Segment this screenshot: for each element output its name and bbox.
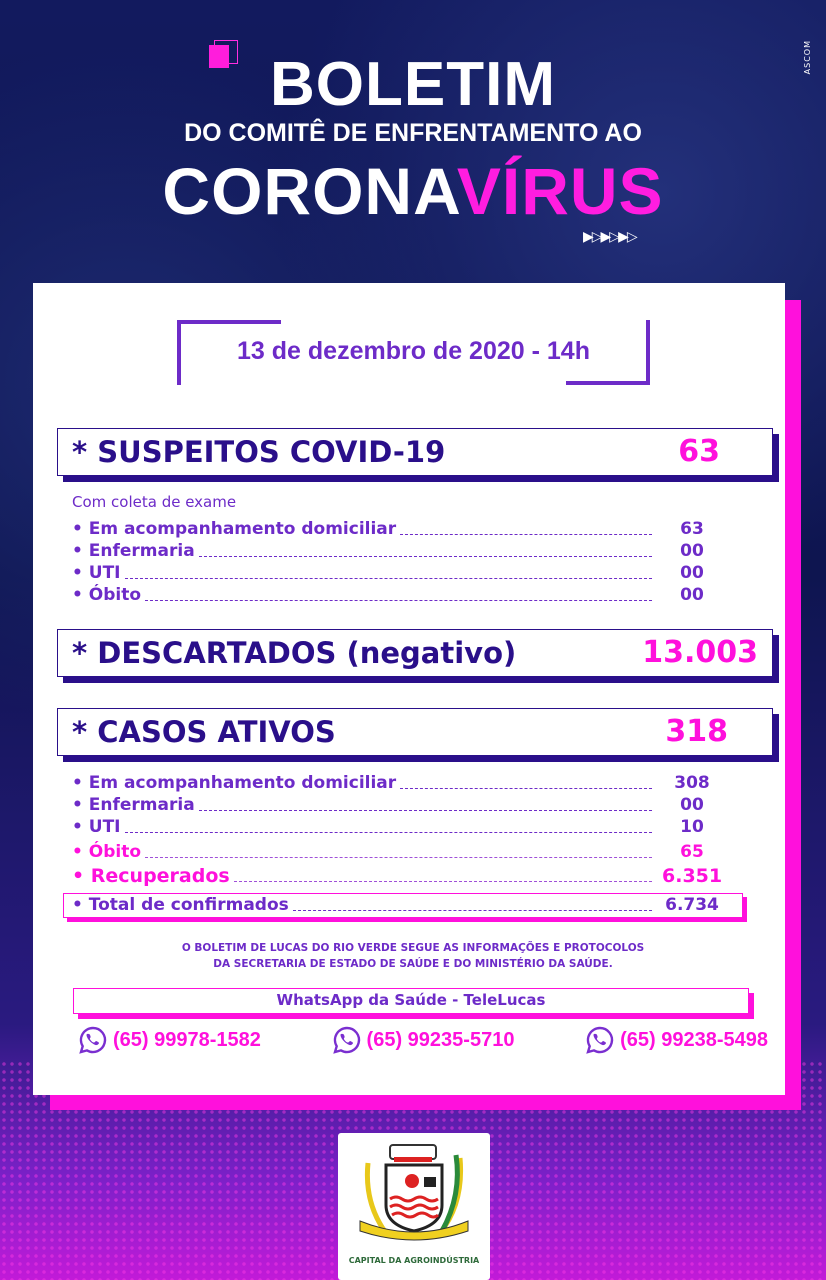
list-item: • Em acompanhamento domiciliar 308 (72, 772, 722, 794)
phone-number: (65) 99978-1582 (113, 1029, 261, 1051)
row-label: • Óbito (72, 585, 142, 605)
row-label: • UTI (72, 817, 121, 837)
section-value: 13.003 (642, 635, 758, 670)
row-label: • Em acompanhamento domiciliar (72, 519, 397, 539)
list-item: • Em acompanhamento domiciliar 63 (72, 518, 722, 540)
list-item: • Recuperados 6.351 (72, 865, 722, 887)
title-coronavirus: CORONAVÍRUS (0, 156, 826, 226)
row-label: • Enfermaria (72, 541, 195, 561)
total-box (63, 893, 743, 918)
whatsapp-icon (332, 1026, 360, 1054)
phone-number: (65) 99235-5710 (366, 1029, 515, 1051)
row-value: 65 (680, 842, 704, 862)
row-value: 00 (680, 795, 704, 815)
decor-square-filled (209, 45, 229, 68)
note-line: O BOLETIM DE LUCAS DO RIO VERDE SEGUE AS… (181, 942, 645, 954)
row-value: 6.734 (665, 895, 719, 915)
list-item-total: • Total de confirmados 6.734 (72, 894, 722, 916)
subtitle-coleta: Com coleta de exame (72, 493, 237, 511)
row-label: • Em acompanhamento domiciliar (72, 773, 397, 793)
list-item: • Óbito 00 (72, 584, 722, 606)
note-line: DA SECRETARIA DE ESTADO DE SAÚDE E DO MI… (213, 958, 613, 970)
date-box: 13 de dezembro de 2020 - 14h (177, 320, 650, 385)
phone-item[interactable]: (65) 99978-1582 (78, 1025, 261, 1055)
list-item: • Enfermaria 00 (72, 794, 722, 816)
subtitle: DO COMITÊ DE ENFRENTAMENTO AO (184, 119, 642, 147)
row-label: • Óbito (72, 842, 142, 862)
date-text: 13 de dezembro de 2020 - 14h (237, 337, 590, 365)
section-label: * CASOS ATIVOS (72, 715, 336, 749)
section-value: 318 (665, 714, 728, 749)
title-corona: CORONA (162, 154, 457, 228)
city-logo: CAPITAL DA AGROINDÚSTRIA (338, 1133, 490, 1280)
whatsapp-icon (79, 1026, 107, 1054)
list-item: • UTI 00 (72, 562, 722, 584)
row-label: • UTI (72, 563, 121, 583)
coat-of-arms-icon (359, 1144, 469, 1241)
phone-item[interactable]: (65) 99235-5710 (332, 1025, 515, 1055)
row-value: 00 (680, 585, 704, 605)
row-value: 6.351 (662, 865, 723, 887)
section-suspeitos: * SUSPEITOS COVID-19 63 (57, 428, 773, 476)
list-item: • Óbito 65 (72, 841, 722, 863)
logo-tagline: CAPITAL DA AGROINDÚSTRIA (348, 1256, 480, 1265)
note: O BOLETIM DE LUCAS DO RIO VERDE SEGUE AS… (0, 940, 826, 972)
whatsapp-icon (586, 1026, 614, 1054)
row-label: • Enfermaria (72, 795, 195, 815)
section-label: * DESCARTADOS (negativo) (72, 636, 517, 670)
phone-item[interactable]: (65) 99238-5498 (585, 1025, 768, 1055)
row-value: 10 (680, 817, 704, 837)
list-item: • UTI 10 (72, 816, 722, 838)
row-value: 00 (680, 541, 704, 561)
whatsapp-title: WhatsApp da Saúde - TeleLucas (73, 988, 749, 1014)
title-virus: VÍRUS (456, 154, 664, 228)
title: BOLETIM (270, 50, 556, 119)
section-descartados: * DESCARTADOS (negativo) 13.003 (57, 629, 773, 677)
phone-list: (65) 99978-1582 (65) 99235-5710 (65) 992… (78, 1025, 768, 1055)
section-value: 63 (678, 434, 720, 469)
row-value: 308 (674, 773, 710, 793)
row-label: • Total de confirmados (72, 895, 289, 915)
bulletin-card (33, 283, 785, 1095)
list-item: • Enfermaria 00 (72, 540, 722, 562)
arrows-icon: ▶▷▶▷▶▷ (583, 229, 638, 245)
section-casos-ativos: * CASOS ATIVOS 318 (57, 708, 773, 756)
row-label: • Recuperados (72, 865, 230, 887)
row-value: 00 (680, 563, 704, 583)
phone-number: (65) 99238-5498 (620, 1029, 768, 1051)
row-value: 63 (680, 519, 704, 539)
section-label: * SUSPEITOS COVID-19 (72, 435, 446, 469)
